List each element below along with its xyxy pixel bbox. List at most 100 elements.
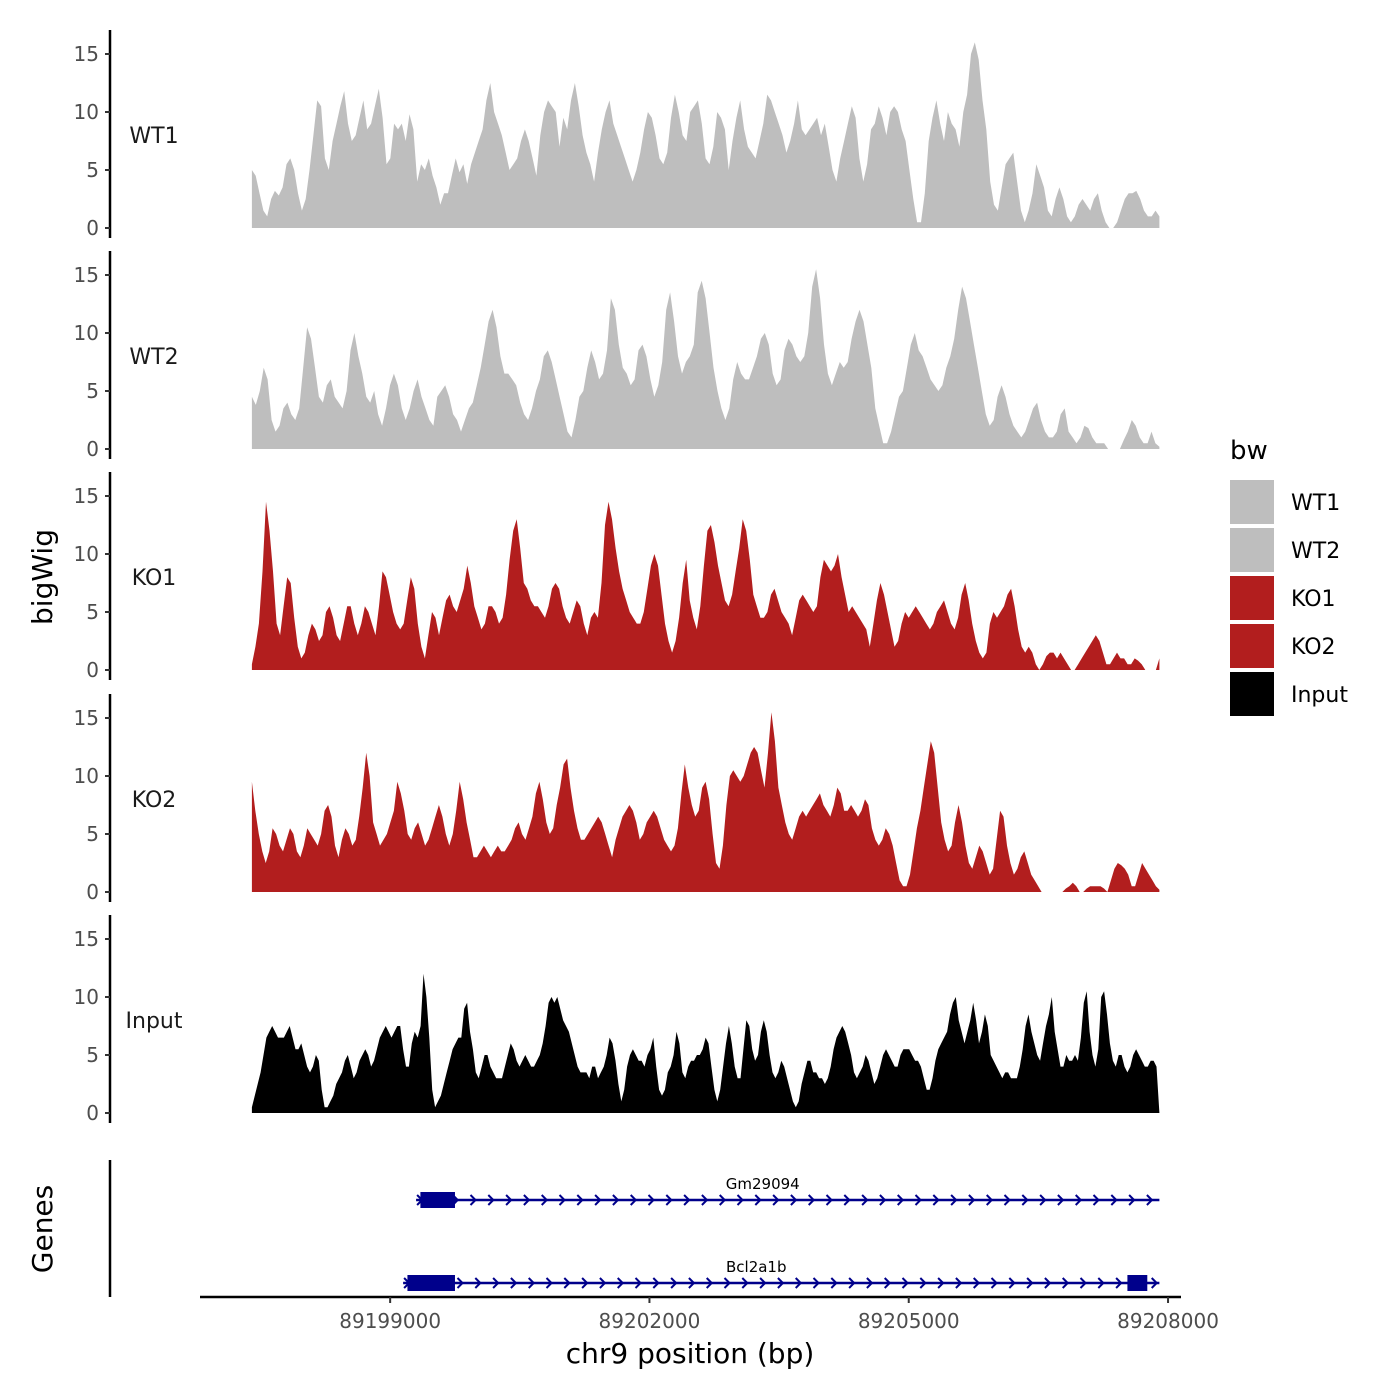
strand-arrow (1097, 1277, 1105, 1289)
strand-arrow (919, 1277, 927, 1289)
y-tick-label: 15 (74, 706, 99, 730)
strand-arrow (1110, 1194, 1118, 1206)
legend-title: bw (1230, 436, 1268, 466)
track-wt1: 0 5 10 15 WT1 (74, 30, 1160, 240)
legend-entry-ko1: KO1 (1230, 576, 1336, 620)
strand-arrow (469, 1194, 477, 1206)
strand-arrow (492, 1277, 500, 1289)
strand-arrow (629, 1194, 638, 1206)
strand-arrow (883, 1277, 892, 1289)
strand-arrow (1003, 1194, 1011, 1206)
y-tick-label: 10 (74, 100, 99, 124)
legend-swatch (1230, 624, 1274, 668)
y-tick-label: 15 (74, 927, 99, 951)
track-label: Input (126, 1009, 183, 1034)
track-ko1: 0 5 10 15 KO1 (74, 472, 1160, 682)
strand-arrow (807, 1194, 816, 1206)
y-tick-label: 5 (86, 600, 99, 624)
y-tick-label: 10 (74, 985, 99, 1009)
strand-arrow (932, 1194, 940, 1206)
strand-arrow (510, 1277, 518, 1289)
legend-entry-wt1: WT1 (1230, 480, 1340, 524)
legend-label: KO1 (1291, 587, 1336, 612)
strand-arrow (576, 1194, 584, 1206)
strand-arrow (1074, 1194, 1083, 1206)
gene-bcl2a1b: Bcl2a1b (403, 1258, 1160, 1291)
y-tick-label: 5 (86, 822, 99, 846)
strand-arrow (545, 1277, 553, 1289)
y-tick-label: 0 (86, 216, 99, 240)
gene-label: Gm29094 (726, 1175, 800, 1193)
legend-label: Input (1291, 683, 1348, 708)
gene-gm29094: Gm29094 (416, 1175, 1160, 1208)
strand-arrow (1057, 1194, 1065, 1206)
strand-arrow (896, 1194, 905, 1206)
y-tick-label: 0 (86, 1101, 99, 1125)
track-label: KO2 (132, 788, 177, 813)
strand-arrow (772, 1194, 780, 1206)
legend-swatch (1230, 672, 1274, 716)
signal-area (251, 269, 1160, 449)
strand-arrow (558, 1194, 566, 1206)
strand-arrow (861, 1194, 869, 1206)
strand-arrow (985, 1194, 994, 1206)
signal-area (251, 973, 1160, 1113)
strand-arrow (790, 1194, 798, 1206)
strand-arrow (1044, 1277, 1052, 1289)
track-ko2: 0 5 10 15 KO2 (74, 694, 1160, 904)
x-axis-title: chr9 position (bp) (566, 1337, 815, 1370)
legend-swatch (1230, 576, 1274, 620)
track-input: 0 5 10 15 Input (74, 915, 1160, 1125)
legend-entry-input: Input (1230, 672, 1348, 716)
strand-arrow (1061, 1277, 1070, 1289)
strand-arrow (688, 1277, 696, 1289)
strand-arrow (843, 1194, 851, 1206)
y-tick-label: 15 (74, 484, 99, 508)
strand-arrow (914, 1194, 922, 1206)
strand-arrow (794, 1277, 803, 1289)
legend-entry-ko2: KO2 (1230, 624, 1336, 668)
genes-panel: Gm29094 Bcl2a1b (108, 1160, 1160, 1297)
y-axis-title: bigWig (26, 529, 59, 625)
strand-arrow (759, 1277, 767, 1289)
strand-arrow (901, 1277, 909, 1289)
signal-area (251, 42, 1160, 229)
strand-arrow (825, 1194, 833, 1206)
strand-arrow (474, 1277, 482, 1289)
strand-arrow (972, 1277, 981, 1289)
strand-arrow (741, 1277, 749, 1289)
strand-arrow (879, 1194, 887, 1206)
legend-swatch (1230, 528, 1274, 572)
y-tick-label: 5 (86, 1043, 99, 1067)
strand-arrow (777, 1277, 785, 1289)
x-axis: 89199000 89202000 89205000 89208000 (200, 1295, 1219, 1333)
y-tick-label: 5 (86, 379, 99, 403)
strand-arrow (718, 1194, 727, 1206)
strand-arrow (812, 1277, 820, 1289)
x-tick-label: 89205000 (858, 1309, 960, 1333)
strand-arrow (563, 1277, 571, 1289)
strand-arrow (736, 1194, 744, 1206)
strand-arrow (1150, 1277, 1159, 1289)
gene-label: Bcl2a1b (726, 1258, 787, 1276)
strand-arrow (683, 1194, 691, 1206)
strand-arrow (1092, 1194, 1100, 1206)
y-tick-label: 15 (74, 263, 99, 287)
strand-arrow (950, 1194, 958, 1206)
y-tick-label: 5 (86, 158, 99, 182)
strand-arrow (968, 1194, 976, 1206)
strand-arrow (830, 1277, 838, 1289)
exon (407, 1275, 455, 1291)
strand-arrow (594, 1194, 602, 1206)
strand-arrow (505, 1194, 513, 1206)
strand-arrow (652, 1277, 660, 1289)
strand-arrow (581, 1277, 589, 1289)
strand-arrow (866, 1277, 874, 1289)
strand-arrow (523, 1194, 531, 1206)
strand-arrow (1128, 1194, 1136, 1206)
x-tick-label: 89199000 (339, 1309, 441, 1333)
track-label: KO1 (132, 566, 177, 591)
strand-arrow (1039, 1194, 1047, 1206)
strand-arrow (723, 1277, 731, 1289)
strand-arrow (1115, 1277, 1123, 1289)
